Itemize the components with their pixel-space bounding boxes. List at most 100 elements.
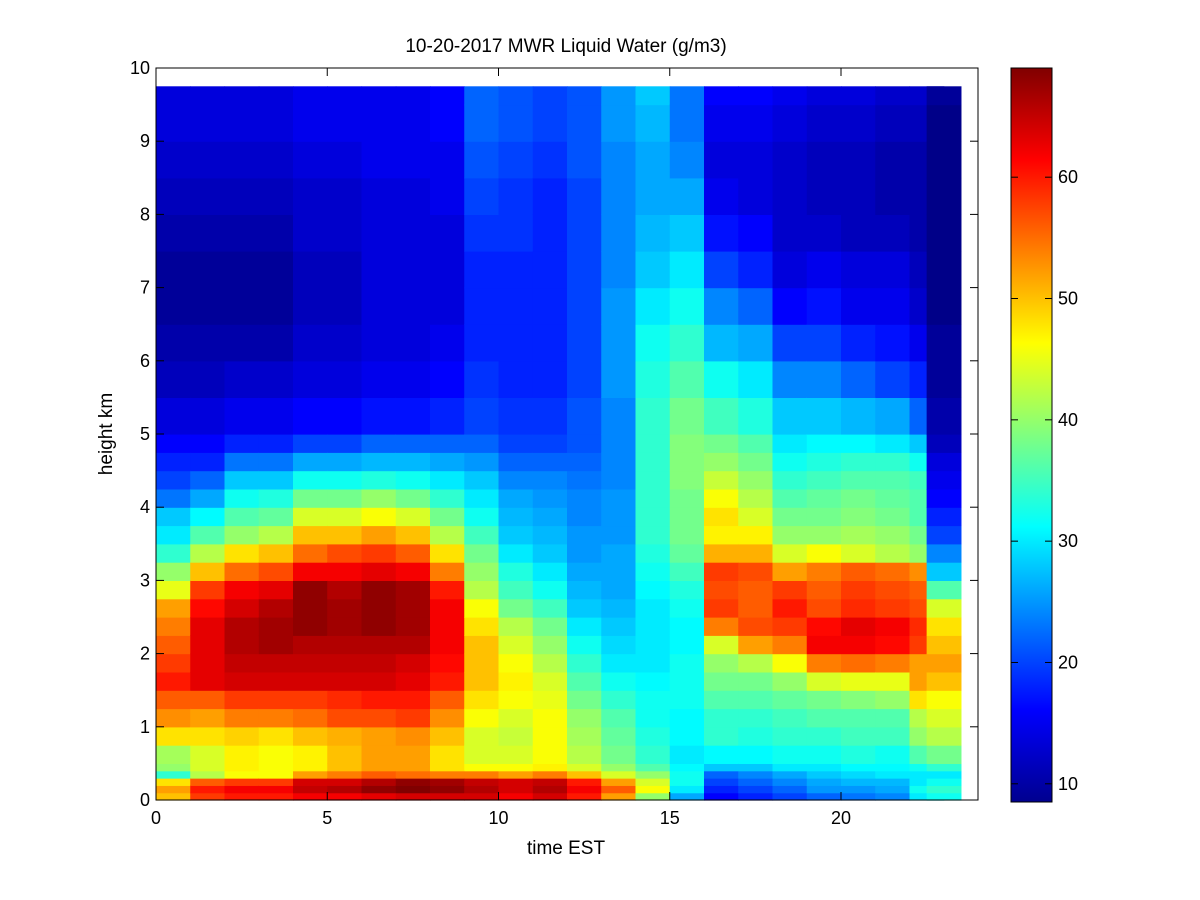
heatmap-cell (669, 708, 705, 728)
heatmap-cell (464, 452, 500, 472)
heatmap-cell (258, 562, 294, 581)
heatmap-cell (567, 653, 602, 673)
heatmap-cell (738, 726, 774, 746)
heatmap-cell (532, 251, 568, 289)
heatmap-cell (841, 598, 876, 618)
heatmap-cell (926, 562, 962, 581)
heatmap-cell (841, 141, 876, 179)
heatmap-cell (498, 778, 534, 786)
heatmap-cell (361, 470, 397, 490)
heatmap-cell (224, 745, 260, 764)
heatmap-cell (875, 792, 911, 801)
heatmap-cell (669, 598, 705, 618)
heatmap-cell (567, 543, 602, 563)
heatmap-cell (635, 488, 671, 508)
heatmap-cell (635, 598, 671, 618)
heatmap-cell (738, 690, 774, 710)
heatmap-cell (361, 488, 397, 508)
heatmap-cell (430, 86, 465, 106)
heatmap-cell (190, 141, 226, 179)
heatmap-cell (464, 635, 500, 655)
heatmap-cell (430, 214, 465, 252)
heatmap-cell (224, 86, 260, 106)
heatmap-cell (498, 525, 534, 545)
y-tick-label: 7 (140, 278, 150, 298)
heatmap-cell (190, 434, 226, 453)
heatmap-cell (669, 452, 705, 472)
heatmap-cell (567, 470, 602, 490)
heatmap-cell (190, 287, 226, 325)
heatmap-cell (704, 745, 739, 764)
heatmap-cell (875, 726, 911, 746)
heatmap-cell (806, 745, 842, 764)
heatmap-cell (806, 507, 842, 527)
heatmap-cell (567, 690, 602, 710)
heatmap-cell (430, 452, 465, 472)
heatmap-cell (464, 470, 500, 490)
heatmap-cell (156, 708, 191, 728)
heatmap-cell (841, 525, 876, 545)
heatmap-cell (669, 785, 705, 794)
heatmap-cell (704, 778, 739, 786)
heatmap-cell (361, 251, 397, 289)
heatmap-cell (430, 488, 465, 508)
heatmap-cell (532, 562, 568, 581)
heatmap-cell (395, 525, 431, 545)
heatmap-cell (635, 507, 671, 527)
heatmap-cell (395, 763, 431, 772)
heatmap-cell (464, 690, 500, 710)
heatmap-cell (258, 617, 294, 636)
heatmap-cell (395, 324, 431, 362)
heatmap-cell (395, 104, 431, 142)
heatmap-cell (601, 507, 637, 527)
heatmap-cell (806, 690, 842, 710)
heatmap-cell (601, 214, 637, 252)
heatmap-cell (926, 690, 962, 710)
heatmap-cell (635, 104, 671, 142)
heatmap-cell (841, 708, 876, 728)
heatmap-cell (669, 470, 705, 490)
heatmap-cell (327, 778, 363, 786)
heatmap-cell (704, 598, 739, 618)
heatmap-cell (395, 580, 431, 600)
heatmap-cell (635, 726, 671, 746)
heatmap-cell (704, 617, 739, 636)
heatmap-cell (293, 671, 328, 691)
heatmap-cell (258, 778, 294, 786)
heatmap-cell (738, 507, 774, 527)
heatmap-cell (738, 785, 774, 794)
heatmap-cell (772, 745, 808, 764)
heatmap-cell (224, 671, 260, 691)
heatmap-cell (258, 792, 294, 801)
heatmap-cell (601, 360, 637, 398)
heatmap-cell (806, 617, 842, 636)
heatmap-cell (601, 287, 637, 325)
heatmap-cell (224, 470, 260, 490)
heatmap-cell (430, 580, 465, 600)
y-tick-label: 9 (140, 131, 150, 151)
heatmap-cell (841, 778, 876, 786)
heatmap-cell (156, 763, 191, 772)
heatmap-cell (361, 214, 397, 252)
heatmap-cell (806, 470, 842, 490)
heatmap-cell (875, 543, 911, 563)
heatmap-cell (498, 770, 534, 779)
heatmap-cell (224, 543, 260, 563)
y-tick-label: 3 (140, 570, 150, 590)
heatmap-cell (430, 598, 465, 618)
heatmap-cell (430, 104, 465, 142)
heatmap-cell (532, 470, 568, 490)
heatmap-cell (926, 452, 962, 472)
heatmap-cell (464, 488, 500, 508)
heatmap-cell (430, 653, 465, 673)
heatmap-cell (635, 792, 671, 801)
heatmap-cell (841, 763, 876, 772)
heatmap-cell (361, 785, 397, 794)
heatmap-cell (190, 671, 226, 691)
x-tick-label: 20 (831, 808, 851, 828)
heatmap-cell (926, 214, 962, 252)
heatmap-cell (498, 177, 534, 215)
heatmap-cell (704, 785, 739, 794)
heatmap-cell (738, 141, 774, 179)
heatmap-cell (669, 543, 705, 563)
